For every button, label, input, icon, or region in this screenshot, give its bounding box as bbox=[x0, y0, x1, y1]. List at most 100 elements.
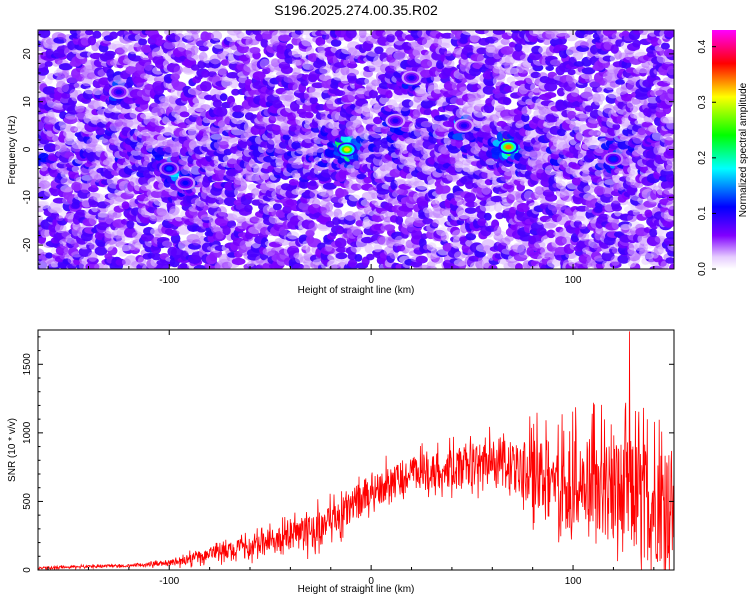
heatmap-cell bbox=[648, 125, 658, 133]
heatmap-cell bbox=[203, 57, 212, 64]
heatmap-cell bbox=[274, 147, 287, 154]
heatmap-hotspot bbox=[460, 123, 468, 128]
heatmap-cell bbox=[666, 65, 674, 76]
heatmap-cell bbox=[55, 215, 64, 222]
heatmap-cell bbox=[177, 42, 186, 52]
heatmap-cell bbox=[94, 246, 108, 256]
heatmap-cell bbox=[219, 93, 228, 102]
heatmap-cell bbox=[348, 194, 361, 202]
heatmap-cell bbox=[279, 30, 293, 34]
heatmap-cell bbox=[493, 225, 502, 237]
heatmap-cell bbox=[488, 264, 498, 269]
heatmap-cell bbox=[583, 33, 592, 40]
heatmap-cell bbox=[617, 254, 631, 264]
x-tick-label: 100 bbox=[565, 275, 582, 286]
heatmap-cell bbox=[515, 263, 523, 269]
heatmap-hotspot bbox=[505, 144, 512, 150]
heatmap-hotspot bbox=[115, 89, 122, 95]
heatmap-cell bbox=[422, 218, 434, 225]
heatmap-cell bbox=[231, 257, 246, 266]
heatmap-cell bbox=[93, 193, 104, 202]
heatmap-cell bbox=[66, 132, 75, 140]
heatmap-cell bbox=[232, 110, 245, 119]
heatmap-cell bbox=[271, 124, 281, 131]
heatmap-cell bbox=[286, 231, 299, 240]
heatmap-cell bbox=[272, 203, 282, 211]
heatmap-cell bbox=[386, 33, 396, 43]
heatmap-cell bbox=[394, 30, 404, 38]
heatmap-cell bbox=[217, 206, 227, 217]
heatmap-cell bbox=[545, 193, 558, 202]
heatmap-cell bbox=[125, 65, 138, 75]
heatmap-cell bbox=[282, 205, 292, 214]
heatmap-cell bbox=[114, 119, 124, 127]
heatmap-cell bbox=[334, 90, 346, 97]
heatmap-cell bbox=[610, 44, 619, 54]
heatmap-cell bbox=[492, 30, 506, 35]
heatmap-cell bbox=[644, 209, 653, 218]
heatmap-cell bbox=[309, 96, 318, 105]
heatmap-cell bbox=[244, 204, 253, 213]
heatmap-cell bbox=[156, 207, 168, 216]
heatmap-x-ticks: -100 0 100 bbox=[47, 30, 655, 286]
heatmap-cell bbox=[500, 38, 510, 45]
heatmap-cell bbox=[222, 225, 231, 236]
heatmap-cell bbox=[544, 81, 558, 92]
heatmap-cell bbox=[612, 123, 621, 130]
heatmap-cell bbox=[45, 252, 53, 259]
heatmap-cell bbox=[58, 63, 73, 71]
heatmap-cell bbox=[620, 223, 631, 231]
heatmap-cell bbox=[138, 38, 148, 46]
heatmap-cell bbox=[366, 253, 375, 261]
heatmap-cell bbox=[126, 220, 135, 229]
heatmap-cell bbox=[60, 148, 75, 158]
heatmap-cell bbox=[510, 30, 520, 34]
heatmap-cell bbox=[550, 59, 562, 66]
heatmap-cell bbox=[568, 78, 579, 88]
heatmap-cell bbox=[483, 212, 492, 221]
heatmap-cell bbox=[190, 45, 199, 55]
heatmap-cell bbox=[330, 39, 342, 47]
heatmap-cell bbox=[345, 30, 357, 39]
heatmap-cell bbox=[291, 72, 303, 79]
heatmap-cell bbox=[362, 216, 371, 226]
heatmap-cell bbox=[249, 47, 261, 54]
heatmap-cell bbox=[308, 222, 318, 231]
heatmap-cell bbox=[335, 252, 348, 260]
heatmap-cell bbox=[475, 179, 486, 186]
heatmap-cell bbox=[546, 229, 556, 239]
heatmap-cell bbox=[169, 205, 180, 216]
heatmap-cell bbox=[414, 86, 429, 94]
heatmap-cell bbox=[574, 143, 584, 151]
heatmap-cell bbox=[544, 92, 557, 99]
heatmap-cell bbox=[663, 30, 674, 38]
heatmap-cell bbox=[432, 255, 444, 264]
heatmap-cell bbox=[446, 173, 460, 182]
heatmap-cell bbox=[490, 195, 503, 203]
heatmap-cell bbox=[217, 65, 227, 76]
heatmap-cell bbox=[555, 203, 567, 211]
heatmap-cell bbox=[427, 59, 438, 68]
heatmap-cell bbox=[516, 202, 530, 213]
heatmap-cell bbox=[44, 60, 53, 67]
heatmap-cell bbox=[325, 202, 334, 212]
heatmap-cell bbox=[162, 240, 174, 247]
heatmap-cell bbox=[394, 235, 405, 246]
heatmap-hotspot bbox=[408, 75, 415, 81]
heatmap-cell bbox=[140, 44, 152, 53]
heatmap-cell bbox=[463, 44, 475, 51]
heatmap-cell bbox=[584, 30, 595, 35]
heatmap-cell bbox=[145, 30, 159, 36]
heatmap-cell bbox=[238, 139, 248, 149]
heatmap-hotspot bbox=[182, 180, 189, 186]
heatmap-cell bbox=[534, 241, 546, 249]
heatmap-cell bbox=[530, 71, 541, 79]
heatmap-cell bbox=[200, 81, 212, 92]
heatmap-cell bbox=[105, 204, 118, 214]
heatmap-cell bbox=[663, 48, 674, 58]
heatmap-cell bbox=[621, 30, 630, 37]
heatmap-cell bbox=[494, 202, 503, 213]
heatmap-cell bbox=[469, 33, 480, 43]
heatmap-cell bbox=[554, 30, 568, 37]
heatmap-cell bbox=[112, 211, 122, 219]
